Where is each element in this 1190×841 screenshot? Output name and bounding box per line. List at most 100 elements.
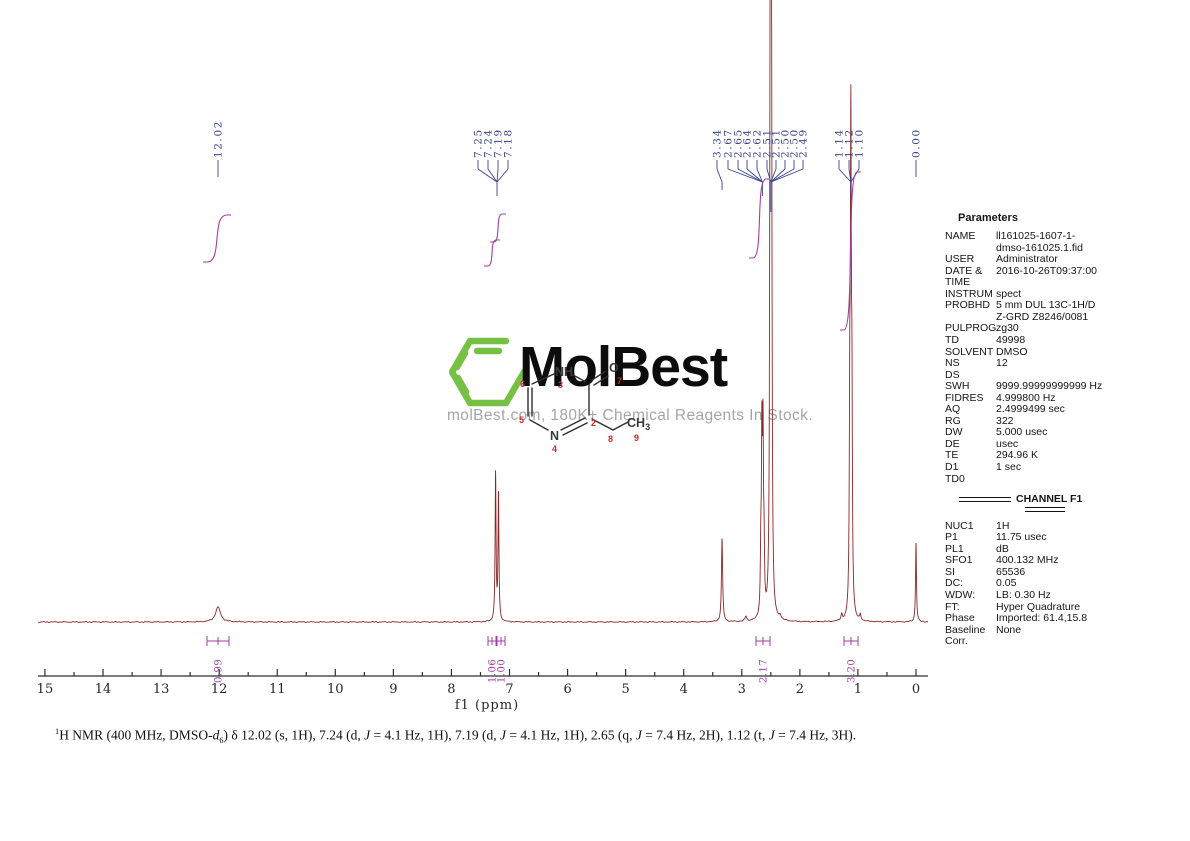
- parameter-value: spect: [996, 287, 1022, 300]
- parameter-value: 322: [996, 414, 1014, 427]
- peak-shift-label: 2.50: [789, 128, 801, 158]
- molbest-brand-text: MolBest: [519, 335, 728, 399]
- channel-header-rule-2: [1025, 506, 1065, 512]
- caption-segment: = 7.4 Hz, 2H), 1.12 (t,: [641, 727, 769, 743]
- molecule-structure: NH O N CH3 6 3 5 4 2 7 8 9: [519, 361, 650, 454]
- channel-parameter-row: Baseline Corr. None: [945, 623, 1185, 648]
- parameter-value: 2.4999499 sec: [996, 403, 1065, 416]
- parameter-value: zg30: [996, 322, 1019, 335]
- integral-value: 2.17: [759, 659, 770, 683]
- axis-tick-label: 2: [796, 682, 804, 697]
- integral-value: 1.06: [488, 659, 499, 683]
- parameter-label: D1: [945, 461, 959, 474]
- atom-index-label: 7: [617, 376, 622, 386]
- channel-rows: NUC1 1H P1 11.75 usec PL1 dB SFO1 400.132 MHz SI…: [945, 519, 1185, 648]
- channel-parameter-row: SI 65536: [945, 565, 1185, 579]
- channel-parameter-row: Phase Imported: 61.4,15.8: [945, 612, 1185, 625]
- parameter-label: DE: [945, 437, 960, 450]
- caption-segment: J: [768, 727, 775, 743]
- atom-label: N: [550, 429, 559, 443]
- caption-segment: d: [212, 727, 220, 743]
- peak-shift-label: 1.10: [854, 128, 866, 158]
- parameter-value: 4.999800 Hz: [996, 391, 1056, 404]
- channel-parameter-row: WDW: LB: 0.30 Hz: [945, 588, 1185, 602]
- axis-tick-label: 6: [563, 682, 571, 697]
- axis-tick-label: 10: [327, 682, 344, 697]
- integral-value: 3.20: [847, 659, 858, 683]
- parameter-label: RG: [945, 414, 961, 427]
- parameter-value: 11.75 usec: [996, 531, 1047, 544]
- parameter-value: Imported: 61.4,15.8: [996, 612, 1088, 625]
- axis-tick-label: 12: [211, 682, 228, 697]
- peak-shift-label: 2.67: [723, 128, 735, 158]
- x-axis-label: f1 (ppm): [455, 698, 519, 713]
- parameter-value: ll161025-1607-1- dmso-161025.1.fid: [996, 230, 1083, 254]
- integral-value: 1.00: [497, 659, 508, 683]
- atom-index-label: 5: [519, 415, 524, 425]
- x-axis: [38, 669, 928, 677]
- peak-shift-label: 2.51: [771, 128, 783, 158]
- parameter-value: 0.05: [996, 577, 1017, 590]
- axis-tick-label: 1: [854, 682, 862, 697]
- parameter-row: DATE & TIME 2016-10-26T09:37:00: [945, 264, 1185, 289]
- channel-parameter-row: PL1 dB: [945, 542, 1185, 556]
- peak-shift-label: 1.14: [834, 128, 846, 158]
- parameter-value: None: [996, 623, 1022, 636]
- spectrum-trace: [37, 0, 929, 624]
- parameter-value: usec: [996, 437, 1019, 450]
- parameter-label: USER: [945, 253, 975, 266]
- parameters-rows: NAME ll161025-1607-1- dmso-161025.1.fid US…: [945, 230, 1185, 486]
- parameter-row: NS 12: [945, 358, 1185, 370]
- channel-parameter-row: SFO1 400.132 MHz: [945, 555, 1185, 567]
- parameter-value: [996, 474, 1185, 486]
- peak-shift-label: 3.34: [712, 128, 724, 158]
- parameter-label: SOLVENT: [945, 345, 994, 358]
- channel-parameter-row: P1 11.75 usec: [945, 532, 1185, 544]
- parameter-label: INSTRUM: [945, 287, 993, 300]
- atom-index-label: 8: [608, 434, 613, 444]
- parameter-value: dB: [996, 542, 1009, 555]
- parameter-label: DS: [945, 368, 960, 381]
- integral-brackets: 0.99 1.061.00 2.17 3.20: [206, 636, 859, 683]
- parameter-label: FT:: [945, 600, 960, 613]
- axis-tick-label: 7: [505, 682, 513, 697]
- nmr-assignment-caption: 1H NMR (400 MHz, DMSO-d6) δ 12.02 (s, 1H…: [55, 727, 1145, 745]
- parameter-label: SWH: [945, 380, 970, 393]
- peak-shift-label: 1.12: [844, 128, 856, 158]
- atom-index-label: 6: [520, 379, 525, 389]
- parameter-value: 49998: [996, 334, 1026, 347]
- hexagon-glyph: [449, 337, 528, 407]
- axis-tick-label: 11: [269, 682, 286, 697]
- axis-tick-label: 5: [622, 682, 630, 697]
- parameter-row: AQ 2.4999499 sec: [945, 404, 1185, 416]
- caption-segment: J: [635, 727, 642, 743]
- caption-segment: = 4.1 Hz, 1H), 7.19 (d,: [370, 727, 500, 743]
- parameter-label: AQ: [945, 403, 961, 416]
- caption-segment: 6: [219, 736, 224, 746]
- parameter-row: D1 1 sec: [945, 461, 1185, 474]
- parameter-value: 5.000 usec: [996, 426, 1048, 439]
- parameter-label: P1: [945, 531, 958, 544]
- parameter-label: DW: [945, 426, 963, 439]
- parameter-label: SI: [945, 565, 955, 578]
- parameter-value: 1H: [996, 519, 1010, 532]
- parameter-value: Hyper Quadrature: [996, 600, 1081, 613]
- axis-tick-label: 4: [680, 682, 688, 697]
- caption-segment: ) δ 12.02 (s, 1H), 7.24 (d,: [223, 727, 365, 743]
- caption-segment: J: [499, 727, 506, 743]
- parameter-row: FIDRES 4.999800 Hz: [945, 391, 1185, 405]
- caption-segment: J: [364, 727, 371, 743]
- parameter-label: DC:: [945, 577, 964, 590]
- parameter-label: Phase: [945, 612, 975, 625]
- atom-index-label: 3: [558, 380, 563, 390]
- integral-value: 0.99: [214, 659, 225, 683]
- molecule-bonds: [527, 370, 629, 436]
- parameter-value: 2016-10-26T09:37:00: [996, 264, 1097, 277]
- parameters-title: Parameters: [958, 212, 1018, 224]
- channel-parameter-row: FT: Hyper Quadrature: [945, 600, 1185, 614]
- parameter-value: LB: 0.30 Hz: [996, 588, 1051, 601]
- parameter-label: DATE & TIME: [945, 264, 983, 289]
- parameter-row: USER Administrator: [945, 254, 1185, 266]
